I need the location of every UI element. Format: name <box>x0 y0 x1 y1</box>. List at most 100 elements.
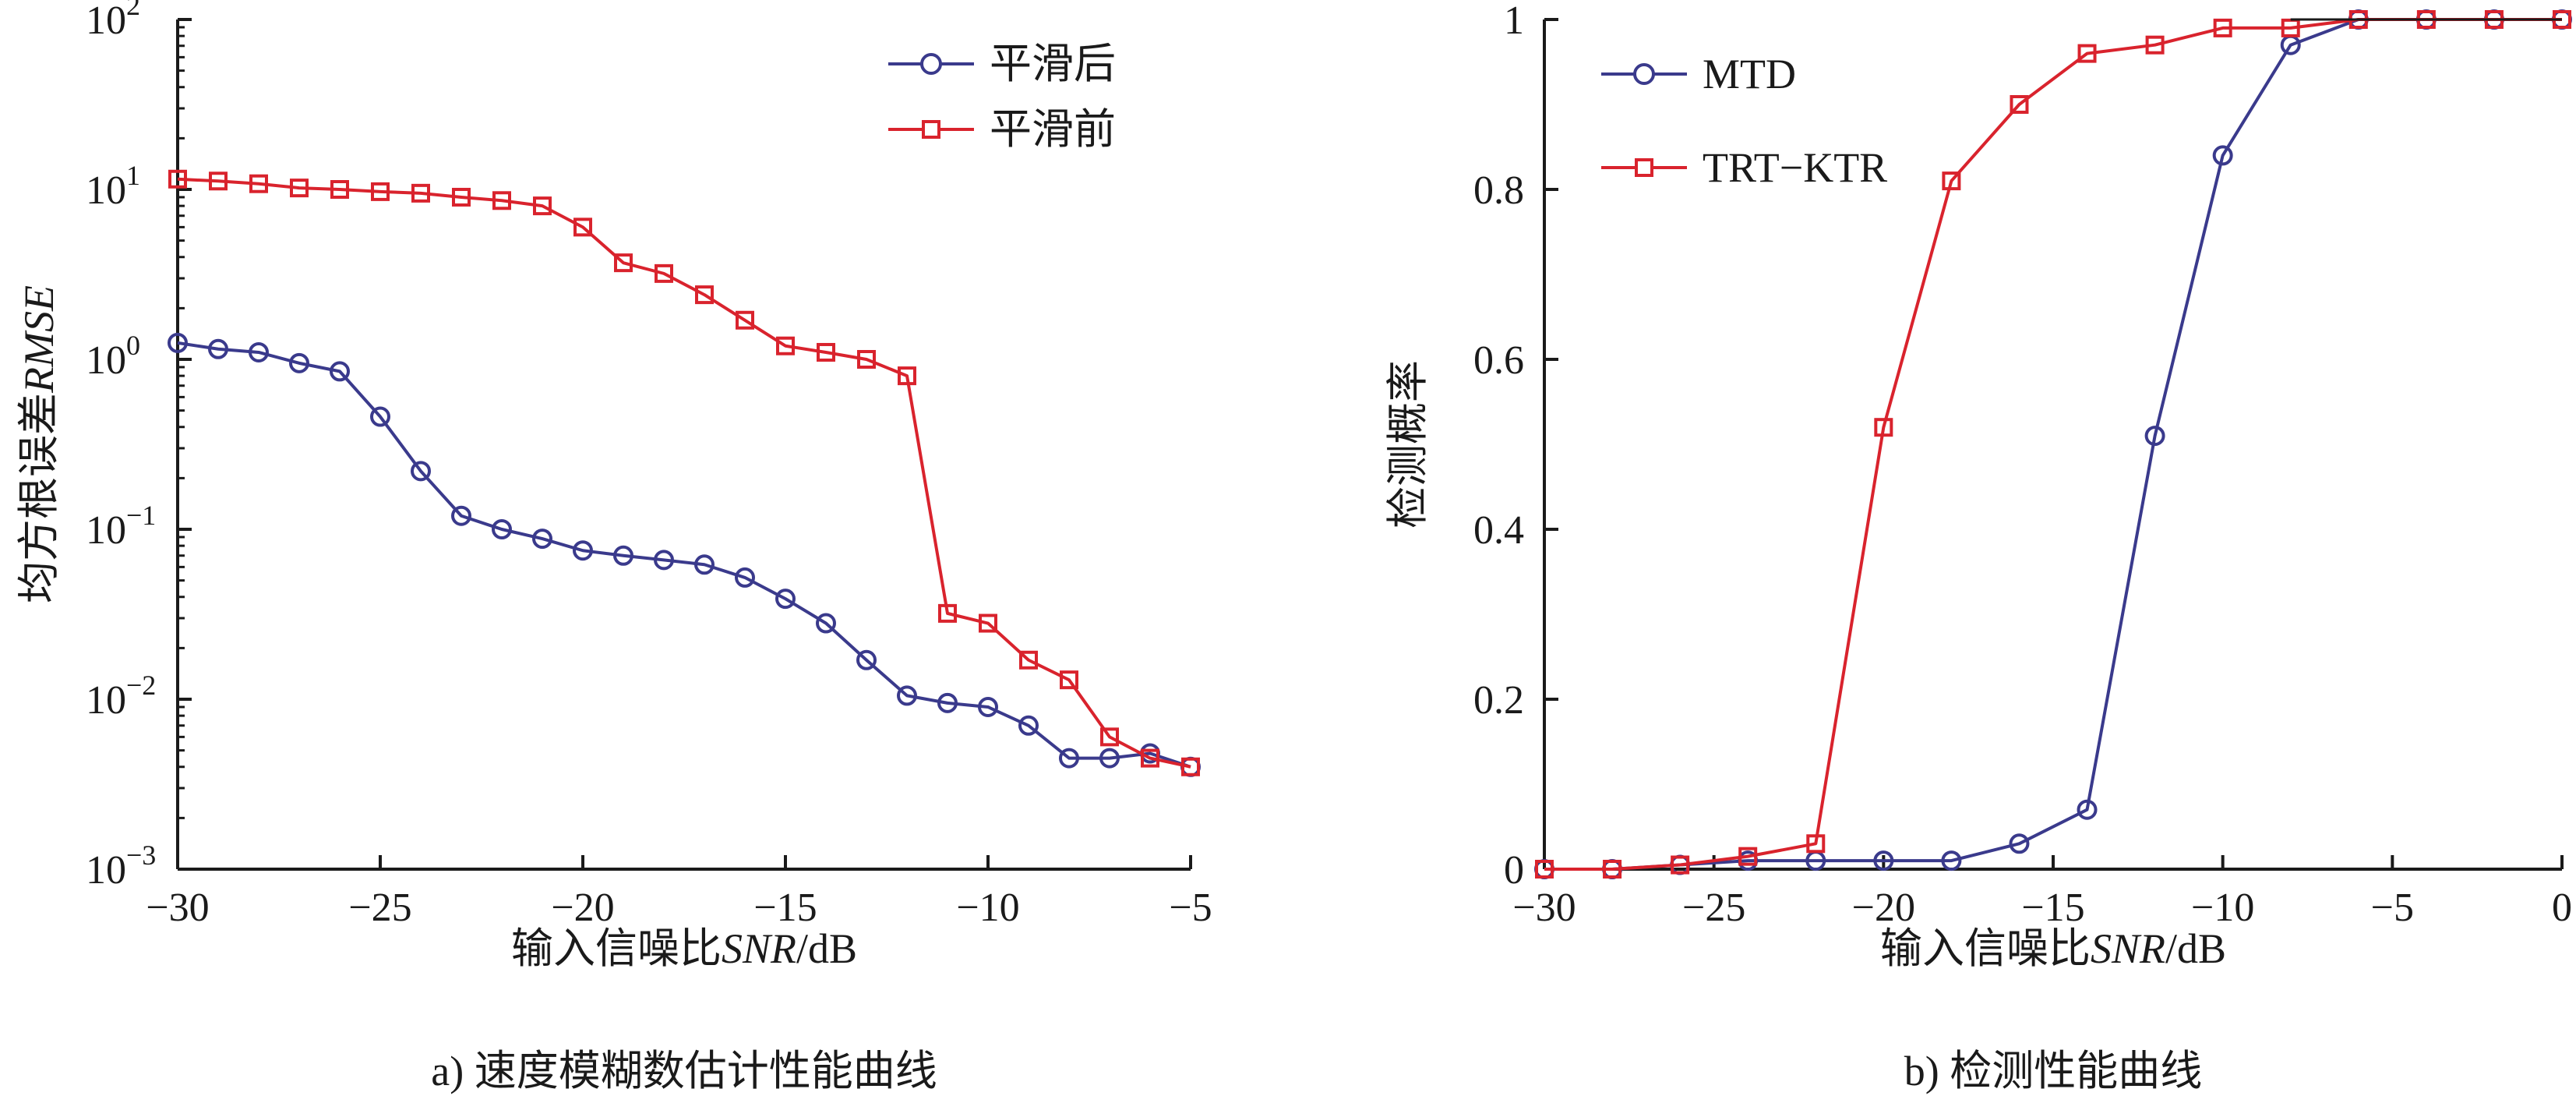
data-point <box>938 603 957 623</box>
y-tick-label: 0.8 <box>1473 168 1524 213</box>
data-point <box>1099 748 1120 769</box>
legend-label: TRT−KTR <box>1703 144 1887 191</box>
legend-swatch-marker <box>1635 158 1653 177</box>
data-point <box>492 191 511 210</box>
x-tick-label: −25 <box>348 886 411 930</box>
legend-swatch-marker <box>1633 63 1655 85</box>
series-line-2 <box>1544 18 2562 871</box>
data-point <box>411 183 430 203</box>
legend-label: 平滑后 <box>990 41 1116 87</box>
data-point <box>776 336 795 355</box>
data-point <box>2077 44 2097 63</box>
data-point <box>573 217 592 237</box>
data-point <box>452 187 471 207</box>
data-point <box>1873 850 1894 871</box>
legend-swatch-marker <box>920 53 942 75</box>
data-point <box>290 179 309 198</box>
chart-a-ylabel: 均方根误差RMSE <box>16 285 62 603</box>
x-tick-label: 0 <box>2552 886 2572 930</box>
y-tick-label: 0.2 <box>1473 678 1524 723</box>
chart-b-xlabel: 输入信噪比SNR/dB <box>1880 925 2226 972</box>
data-point <box>249 174 268 193</box>
data-point <box>1941 850 1962 871</box>
y-tick-label: 10−2 <box>86 670 156 723</box>
data-point <box>2077 799 2098 820</box>
chart-b-detection-performance: −30 −25 −20 −15 −10 −5 0 0 0.2 0.4 0.6 0.8 1 MTD TRT−… <box>1385 0 2572 1094</box>
data-point <box>937 692 958 713</box>
data-point <box>532 529 552 550</box>
data-point <box>411 461 431 482</box>
data-point <box>1181 757 1200 776</box>
data-point <box>2145 35 2165 55</box>
data-point <box>654 550 674 571</box>
data-point <box>655 263 673 283</box>
data-point <box>1806 834 1826 854</box>
data-point <box>492 519 512 539</box>
y-tick-label: 0.4 <box>1473 508 1524 553</box>
data-point <box>208 338 228 359</box>
y-tick-label: 100 <box>86 330 140 383</box>
data-point <box>533 196 552 216</box>
x-tick-label: −20 <box>551 886 614 930</box>
x-tick-label: −30 <box>1512 886 1576 930</box>
data-point <box>1942 171 1961 191</box>
chart-b-legend: MTD TRT−KTR <box>1601 51 1887 191</box>
y-tick-label: 0.6 <box>1473 338 1524 383</box>
data-point <box>1100 727 1119 747</box>
data-point <box>613 545 633 566</box>
data-point <box>1874 418 1893 437</box>
x-tick-label: −10 <box>956 886 1019 930</box>
data-point <box>1671 855 1690 875</box>
series-line-2 <box>177 177 1191 769</box>
x-tick-label: −5 <box>1169 886 1212 930</box>
data-point <box>695 285 714 305</box>
data-point <box>289 352 309 373</box>
data-point <box>1603 860 1622 879</box>
data-point <box>1059 748 1079 769</box>
data-point <box>2213 18 2232 37</box>
data-point <box>857 350 876 369</box>
legend-swatch-marker <box>922 120 940 139</box>
data-point <box>2144 426 2165 447</box>
data-point <box>370 406 390 427</box>
data-point <box>979 613 997 633</box>
data-point <box>2010 95 2029 114</box>
data-point <box>249 341 269 362</box>
data-point <box>817 342 835 362</box>
data-point <box>168 169 187 189</box>
data-point <box>1535 860 1554 879</box>
data-point <box>330 361 350 382</box>
x-tick-label: −25 <box>1682 886 1745 930</box>
data-point <box>856 649 877 670</box>
x-tick-label: −10 <box>2191 886 2254 930</box>
data-point <box>1738 847 1758 866</box>
data-point <box>2009 833 2030 854</box>
y-tick-label: 10−3 <box>86 840 156 893</box>
chart-b-ylabel: 检测概率 <box>1385 360 1431 529</box>
data-point <box>816 613 836 634</box>
data-point <box>614 253 633 273</box>
x-tick-label: −30 <box>146 886 209 930</box>
chart-b-caption: b) 检测性能曲线 <box>1904 1048 2202 1094</box>
series-line-1 <box>1544 18 2562 871</box>
x-tick-label: −5 <box>2371 886 2414 930</box>
chart-a-xlabel: 输入信噪比SNR/dB <box>511 925 857 972</box>
data-point <box>451 505 471 526</box>
data-point <box>736 310 754 330</box>
data-point <box>775 589 796 610</box>
data-point <box>371 182 390 201</box>
y-tick-label: 10−1 <box>86 500 156 553</box>
legend-label: 平滑前 <box>990 106 1116 153</box>
data-point <box>978 696 998 717</box>
x-tick-label: −15 <box>2021 886 2084 930</box>
data-point <box>168 332 188 353</box>
legend-label: MTD <box>1703 51 1796 97</box>
data-point <box>694 554 715 575</box>
data-point <box>209 171 228 191</box>
data-point <box>2212 145 2233 166</box>
data-point <box>330 180 349 199</box>
y-tick-label: 101 <box>86 160 140 213</box>
data-point <box>1018 715 1039 736</box>
series-line-1 <box>177 341 1191 769</box>
